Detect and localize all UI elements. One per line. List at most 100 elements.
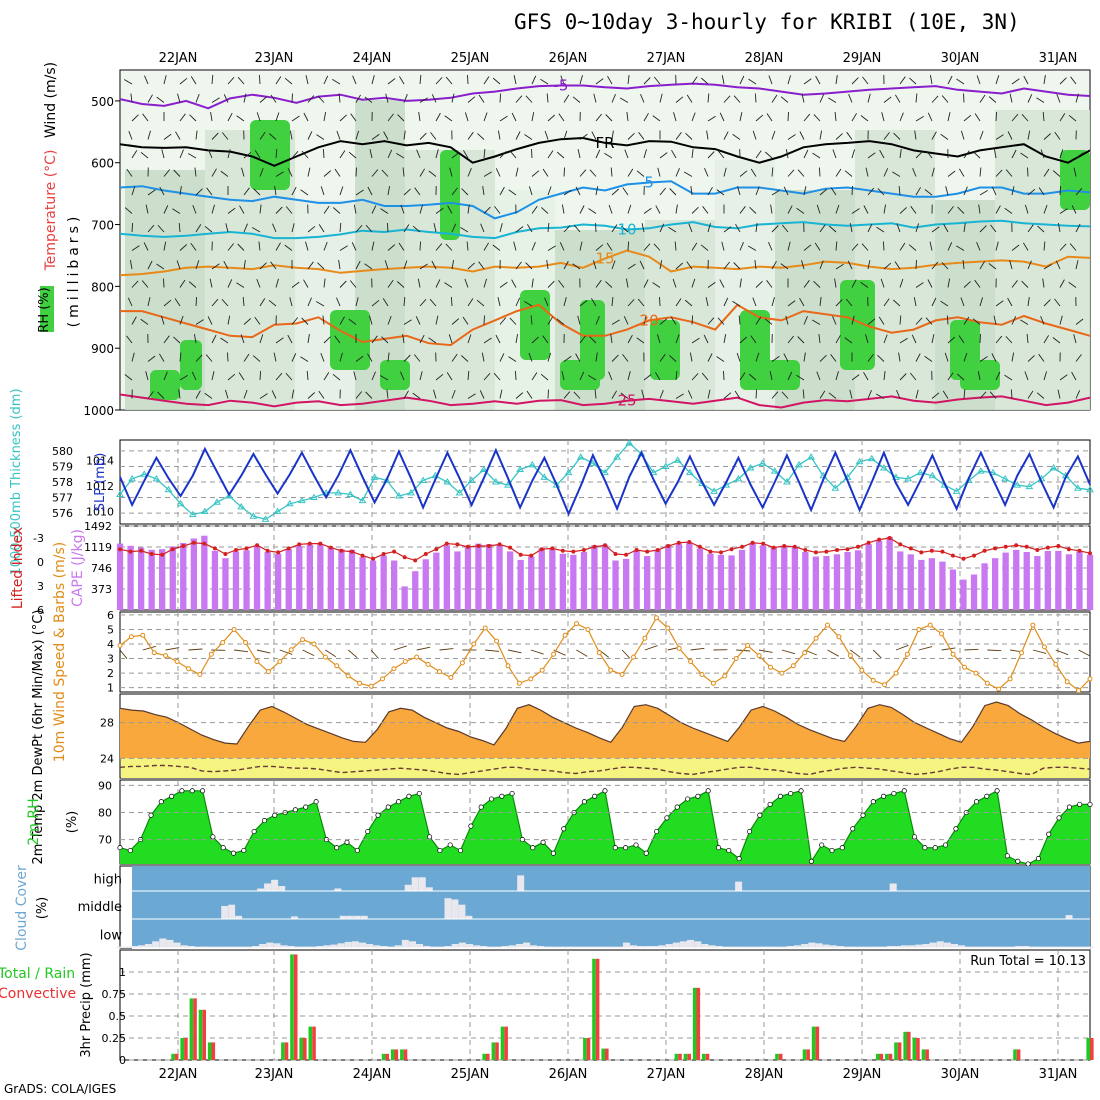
wind-barb	[707, 389, 711, 399]
wind-barb	[156, 96, 165, 103]
cape-bar	[654, 549, 661, 610]
wind-barb	[243, 318, 252, 325]
wind-barb	[991, 186, 997, 196]
rh-marker	[158, 799, 164, 805]
wind-barb	[739, 75, 745, 85]
wind-speed-marker	[140, 632, 146, 638]
wind-barb	[754, 93, 757, 103]
wind-barb	[163, 278, 165, 288]
rh-marker	[1066, 804, 1072, 810]
lifted-index-marker	[1066, 547, 1071, 552]
cape-bar	[422, 559, 429, 610]
precip-convective-bar	[678, 1053, 682, 1060]
rh-marker	[406, 793, 412, 799]
wind-barb-10m	[872, 649, 882, 659]
wind-barb	[384, 260, 389, 270]
wind-barb-10m	[964, 648, 979, 651]
wind-barb	[477, 133, 485, 140]
thickness-tick-label: 578	[52, 476, 73, 489]
wind-barb-10m	[279, 649, 293, 655]
wind-barb	[514, 370, 517, 381]
wind-barb	[993, 149, 997, 159]
wind-barb	[700, 244, 709, 251]
wind-barb	[979, 190, 988, 196]
precip-total-bar	[592, 958, 596, 1060]
wind-barb	[451, 152, 460, 159]
wind-barb	[771, 297, 775, 307]
wind-barb	[556, 151, 565, 159]
cape-bar	[401, 586, 408, 610]
wind-barb	[371, 241, 375, 251]
wind-barb	[540, 78, 549, 85]
lifted-index-marker	[581, 548, 586, 552]
wind-barb	[348, 318, 357, 325]
wind-barb	[131, 352, 135, 362]
cloud-bar	[1029, 946, 1037, 948]
wind-barb	[268, 299, 277, 307]
wind-barb	[448, 334, 453, 344]
wind-barb	[672, 278, 677, 288]
wind-barb	[883, 262, 892, 270]
precip-convective-bar	[907, 1031, 911, 1060]
wind-barb	[403, 319, 412, 325]
wind-barb	[211, 263, 220, 270]
wind-speed-marker	[847, 653, 853, 659]
wind-barb	[323, 112, 327, 122]
wind-barb	[787, 241, 791, 251]
wind-barb	[595, 244, 604, 251]
wind-barb	[915, 223, 920, 233]
cloud-bar	[1086, 946, 1094, 948]
rh-marker	[850, 826, 856, 832]
cape-bar	[475, 543, 482, 610]
wind-barb	[499, 186, 505, 196]
wind-barb	[883, 334, 888, 344]
rh-marker	[416, 790, 422, 797]
wind-barb	[797, 169, 805, 177]
rh-marker	[241, 847, 247, 854]
wind-barb	[433, 389, 437, 399]
cloud-bar	[202, 946, 210, 948]
wind-barb	[338, 260, 341, 270]
wind-barb	[703, 334, 709, 344]
wind-barb	[336, 297, 341, 307]
wind-barb	[655, 372, 661, 381]
wind-barb	[1070, 76, 1077, 85]
wind-barb	[546, 93, 549, 103]
wind-barb	[883, 371, 886, 381]
cloud-bar	[808, 942, 816, 948]
wind-barb	[371, 205, 377, 214]
wind-speed-marker	[117, 643, 123, 648]
wind-barb	[835, 168, 842, 177]
wind-barb	[159, 186, 165, 196]
wind-barb	[220, 337, 229, 344]
thickness-marker	[479, 465, 488, 473]
wind-barb	[483, 148, 486, 159]
cloud-bar	[280, 945, 288, 948]
wind-barb	[419, 263, 428, 270]
wind-speed-marker	[722, 673, 728, 679]
cape-tick-label: 746	[91, 562, 112, 575]
contour-label: -5	[553, 76, 568, 94]
wind-barb	[419, 371, 423, 381]
wind-barb	[1071, 371, 1077, 381]
wind-barb	[417, 278, 421, 288]
wind-barb	[515, 167, 519, 177]
precip-convective-bar	[394, 1049, 399, 1060]
wind-barb	[816, 204, 821, 214]
wind-barb	[131, 280, 139, 288]
cloud-bar	[979, 946, 987, 948]
wind-speed-marker	[710, 680, 716, 686]
cloud-bar	[287, 946, 295, 948]
cloud-bar	[387, 946, 395, 948]
wind-barb	[1009, 93, 1013, 103]
wind-barb	[242, 296, 245, 307]
wind-barb	[131, 316, 137, 325]
wind-barb	[237, 76, 245, 85]
cape-bar	[1023, 552, 1030, 610]
wind-barb	[1027, 224, 1034, 233]
wind-barb	[307, 334, 310, 344]
wind-barb	[322, 148, 325, 159]
cloud-bar	[672, 942, 680, 948]
wind-speed-marker	[859, 667, 865, 673]
cape-tick-label: 1119	[84, 541, 112, 554]
